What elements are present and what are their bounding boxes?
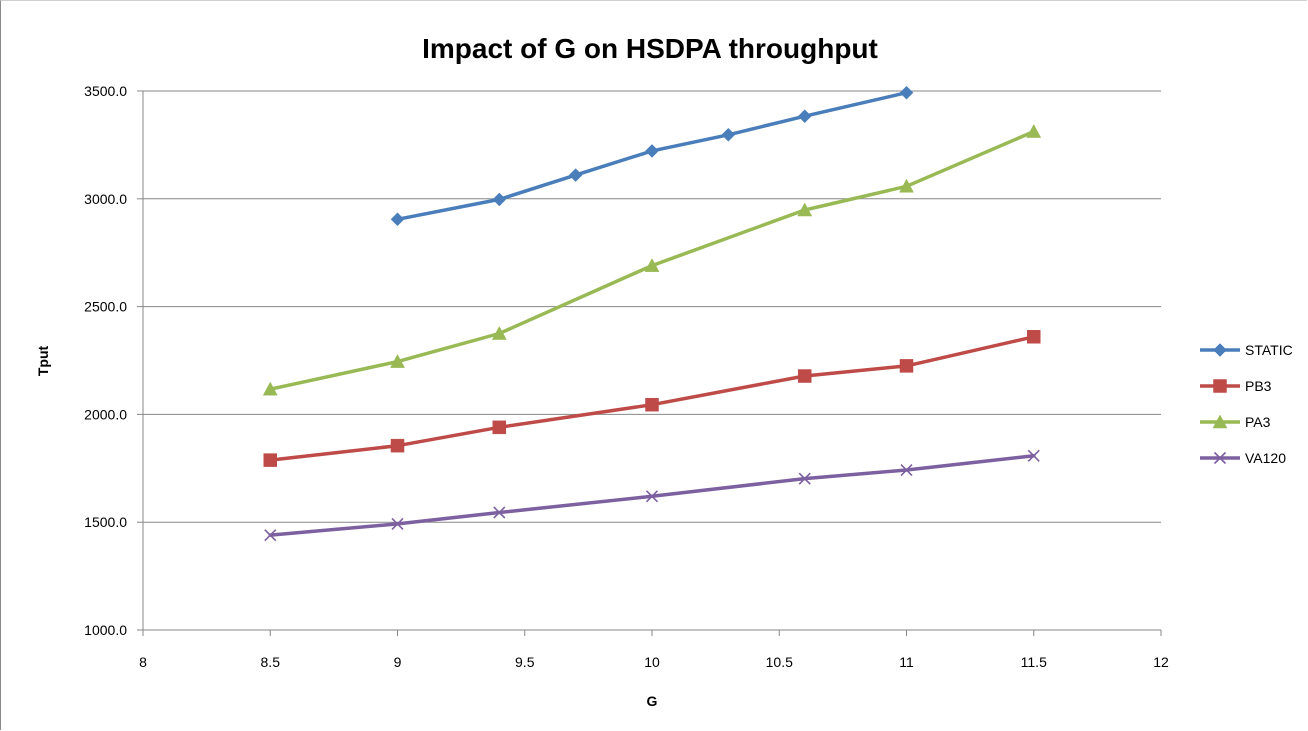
series-group (262, 85, 1042, 542)
data-point-pa3 (262, 381, 278, 396)
data-point-va120 (798, 472, 811, 485)
series-pb3 (263, 330, 1041, 467)
y-tick-label: 2500.0 (84, 299, 127, 315)
legend-marker (1213, 379, 1227, 393)
legend-label: STATIC (1245, 342, 1293, 358)
data-point-va120 (264, 529, 277, 542)
data-point-static (568, 168, 583, 182)
data-point-pb3 (492, 420, 507, 435)
y-tick-label: 1500.0 (84, 514, 127, 530)
data-point-va120 (391, 517, 404, 530)
legend-label: VA120 (1245, 450, 1286, 466)
x-tick-labels: 8 8.5 9 9.5 10 10.5 11 11.5 12 (139, 654, 1169, 670)
x-marker-stroke (1213, 451, 1227, 465)
x-marker-stroke (1027, 449, 1040, 462)
x-tick-label: 9.5 (515, 654, 535, 670)
data-point-pa3 (1026, 124, 1042, 138)
data-point-pb3 (797, 369, 812, 383)
legend-item-pb3: PB3 (1200, 378, 1272, 394)
y-tick-label: 2000.0 (84, 406, 127, 422)
x-tick-label: 12 (1153, 654, 1169, 670)
x-marker-stroke (493, 506, 506, 519)
x-marker-stroke (798, 472, 811, 485)
data-point-pa3 (644, 258, 660, 272)
x-tick-label: 11 (899, 654, 914, 670)
legend-marker (1213, 451, 1227, 465)
y-tick-label: 3000.0 (84, 191, 127, 207)
data-point-va120 (493, 506, 506, 519)
data-point-static (899, 85, 914, 100)
x-marker-stroke (900, 463, 913, 477)
data-point-pb3 (645, 397, 659, 412)
data-point-static (390, 212, 405, 227)
data-point-pb3 (263, 453, 277, 467)
data-point-pb3 (899, 359, 914, 373)
legend-item-va120: VA120 (1200, 450, 1286, 466)
y-axis-label: Tput (35, 346, 51, 377)
data-point-static (645, 144, 659, 158)
x-axis-label: G (647, 693, 658, 709)
data-point-va120 (1027, 449, 1040, 462)
x-marker-stroke (391, 517, 404, 530)
data-point-va120 (900, 463, 913, 477)
chart-title: Impact of G on HSDPA throughput (422, 33, 878, 64)
data-point-pa3 (797, 202, 813, 217)
legend-label: PA3 (1245, 414, 1271, 430)
y-tick-label: 3500.0 (84, 83, 127, 99)
data-point-va120 (645, 490, 659, 503)
data-point-pb3 (1027, 330, 1041, 344)
data-point-static (721, 127, 736, 142)
y-tick-labels: 1000.0 1500.0 2000.0 2500.0 3000.0 3500.0 (84, 83, 127, 638)
axes (142, 91, 1162, 636)
series-pa3 (262, 124, 1042, 396)
data-point-pa3 (390, 354, 405, 368)
x-tick-label: 9 (394, 654, 402, 670)
x-tick-label: 8.5 (261, 654, 281, 670)
data-point-pa3 (491, 326, 507, 340)
legend-marker (1213, 343, 1227, 357)
legend: STATIC PB3 PA3 VA120 (1200, 342, 1293, 466)
x-tick-label: 10 (644, 654, 660, 670)
series-static (390, 85, 914, 227)
data-point-static (492, 192, 507, 207)
data-point-pb3 (390, 438, 405, 453)
x-marker-stroke (645, 490, 659, 503)
legend-marker (1212, 414, 1228, 429)
data-point-pa3 (899, 178, 914, 193)
legend-item-pa3: PA3 (1200, 414, 1271, 430)
x-marker-stroke (264, 529, 277, 542)
gridlines (137, 90, 1161, 631)
legend-item-static: STATIC (1200, 342, 1293, 358)
y-tick-label: 1000.0 (84, 622, 127, 638)
data-point-static (797, 109, 812, 124)
x-tick-label: 8 (139, 654, 147, 670)
series-va120 (264, 449, 1040, 542)
x-tick-label: 10.5 (766, 654, 793, 670)
x-tick-label: 11.5 (1021, 654, 1047, 670)
legend-label: PB3 (1245, 378, 1272, 394)
